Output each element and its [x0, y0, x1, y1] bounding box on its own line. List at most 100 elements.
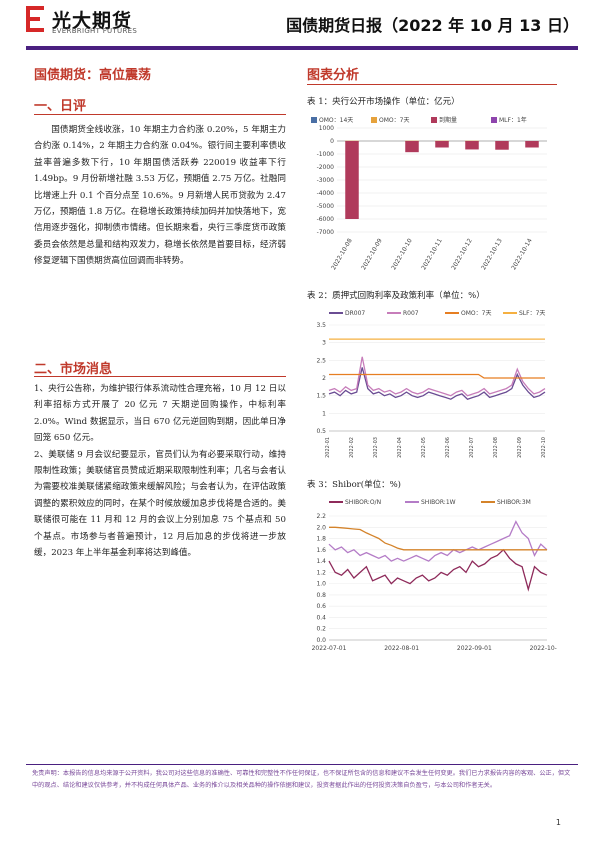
x-tick-label: 2022-09-01: [457, 645, 492, 652]
section-heading-market-news: 二、市场消息: [34, 362, 113, 377]
chart-section-title: 图表分析: [307, 68, 360, 83]
y-tick-label: 3.5: [316, 322, 326, 329]
brand-logo-icon: [26, 6, 44, 32]
y-tick-label: 0.0: [316, 637, 326, 644]
logo-subtext: EVERBRIGHT FUTURES: [52, 27, 138, 35]
y-tick-label: 0.6: [316, 603, 326, 610]
series-line: [328, 367, 546, 400]
y-tick-label: -6000: [317, 216, 335, 223]
legend-swatch: [371, 117, 377, 123]
legend-swatch: [431, 117, 437, 123]
y-tick-label: 1000: [319, 125, 334, 132]
y-tick-label: 1.0: [316, 581, 326, 588]
legend-label: SHIBOR:O/N: [345, 499, 381, 506]
legend-label: SHIBOR:1W: [421, 499, 456, 506]
x-tick-label: 2022-05: [421, 437, 427, 458]
y-tick-label: 3: [322, 340, 326, 347]
market-news-text: 1、央行公告称，为维护银行体系流动性合理充裕，10 月 12 日以利率招标方式开…: [34, 381, 286, 561]
page-number: 1: [555, 818, 561, 827]
legend-swatch: [311, 117, 317, 123]
bar: [525, 141, 539, 148]
figure-2-caption: 表 2：质押式回购利率及政策利率（单位：%）: [307, 291, 485, 301]
y-tick-label: 1.5: [316, 393, 326, 400]
repo-chart-container: DR007 R007 OMO：7天 SLF：7天 3.5 3 2.5 2 1.5 1 0.5 2022…: [307, 303, 557, 470]
y-tick-label: -2000: [317, 164, 335, 171]
x-tick-label: 2022-07: [469, 437, 475, 458]
section-heading-daily-review: 一、日评: [34, 99, 87, 114]
x-tick-label: 2022-10-10: [390, 237, 414, 271]
y-tick-label: -4000: [317, 190, 335, 197]
y-tick-label: -1000: [317, 151, 335, 158]
news-item: 1、央行公告称，为维护银行体系流动性合理充裕，10 月 12 日以利率招标方式开…: [34, 384, 286, 444]
y-tick-label: 2.5: [316, 357, 326, 364]
header-divider: [26, 46, 578, 50]
legend-label: OMO：7天: [461, 310, 491, 317]
section-divider: [34, 376, 286, 377]
series-line: [328, 520, 548, 562]
y-tick-label: -5000: [317, 203, 335, 210]
logo-text: 光大期货: [52, 10, 133, 32]
legend-label: SHIBOR:3M: [497, 499, 531, 506]
report-title: 国债期货日报（2022 年 10 月 13 日）: [286, 16, 579, 35]
y-tick-label: 0.4: [316, 614, 326, 621]
x-tick-label: 2022-01: [325, 437, 331, 458]
figure-1-caption: 表 1：央行公开市场操作（单位：亿元）: [307, 97, 460, 107]
figure-3-caption: 表 3：Shibor(单位：%): [307, 480, 401, 490]
series-line: [328, 356, 546, 397]
bar: [465, 141, 479, 150]
x-tick-label: 2022-10-09: [360, 237, 384, 271]
y-tick-label: 1.6: [316, 547, 326, 554]
y-tick-label: 1: [322, 410, 326, 417]
y-tick-label: 1.4: [316, 558, 326, 565]
daily-review-text: 国债期货全线收涨，10 年期主力合约涨 0.20%，5 年期主力合约涨 0.14…: [34, 122, 286, 270]
repo-rate-line-chart: DR007 R007 OMO：7天 SLF：7天 3.5 3 2.5 2 1.5 1 0.5 2022…: [316, 310, 547, 458]
y-tick-label: 0: [330, 138, 334, 145]
x-tick-label: 2022-03: [373, 437, 379, 458]
x-tick-label: 2022-10-14: [510, 237, 534, 271]
legend-label: OMO：14天: [319, 117, 353, 124]
daily-review-paragraph: 国债期货全线收涨，10 年期主力合约涨 0.20%，5 年期主力合约涨 0.14…: [34, 125, 286, 267]
x-tick-label: 2022-10-11: [420, 237, 444, 271]
legend-label: SLF：7天: [519, 310, 545, 317]
omo-bar-chart: OMO：14天 OMO：7天 到期量 MLF：1年 1000 0 -1000 -2000 -30…: [311, 116, 547, 271]
shibor-chart-container: SHIBOR:O/N SHIBOR:1W SHIBOR:3M 2.2 2.0 1.8 1.6…: [307, 492, 557, 660]
series-line: [328, 548, 548, 592]
y-tick-label: 1.8: [316, 536, 326, 543]
x-tick-label: 2022-10-13: [480, 237, 504, 271]
omo-chart-container: OMO：14天 OMO：7天 到期量 MLF：1年 1000 0 -1000 -2000 -30…: [307, 110, 557, 285]
x-tick-label: 2022-10: [541, 437, 547, 458]
y-tick-label: 0.5: [316, 428, 326, 435]
shibor-line-chart: SHIBOR:O/N SHIBOR:1W SHIBOR:3M 2.2 2.0 1.8 1.6…: [312, 499, 557, 652]
bar: [405, 141, 419, 153]
legend-label: OMO：7天: [379, 117, 409, 124]
x-tick-label: 2022-07-01: [312, 645, 347, 652]
legend-label: 到期量: [439, 116, 457, 124]
y-tick-label: 0.8: [316, 592, 326, 599]
series-line: [329, 373, 545, 379]
legend-label: MLF：1年: [499, 116, 527, 124]
x-tick-label: 2022-02: [349, 437, 355, 458]
bar: [345, 141, 359, 219]
y-tick-label: 2: [322, 375, 326, 382]
y-tick-label: 1.2: [316, 569, 326, 576]
x-tick-label: 2022-10-01: [530, 645, 557, 652]
news-item: 2、美联储 9 月会议纪要显示，官员们认为有必要采取行动，维持限制性政策；美联储…: [34, 449, 286, 559]
footer-divider: [26, 764, 578, 765]
x-tick-label: 2022-06: [445, 437, 451, 458]
legend-swatch: [491, 117, 497, 123]
y-tick-label: 2.0: [316, 524, 326, 531]
section-divider: [34, 114, 286, 115]
x-tick-label: 2022-04: [397, 437, 403, 458]
x-tick-label: 2022-09: [517, 437, 523, 458]
legend-label: DR007: [345, 310, 365, 317]
x-tick-label: 2022-10-12: [450, 237, 474, 271]
article-title: 国债期货：高位震荡: [34, 68, 152, 83]
y-tick-label: 0.2: [316, 626, 326, 633]
x-tick-label: 2022-08: [493, 437, 499, 458]
y-tick-label: -7000: [317, 229, 335, 236]
x-tick-label: 2022-10-08: [330, 237, 354, 271]
bar: [495, 141, 509, 150]
y-tick-label: -3000: [317, 177, 335, 184]
series-line: [329, 526, 547, 551]
disclaimer-text: 免责声明：本报告的信息均来源于公开资料，我公司对这些信息的准确性、可靠性和完整性…: [32, 770, 571, 789]
